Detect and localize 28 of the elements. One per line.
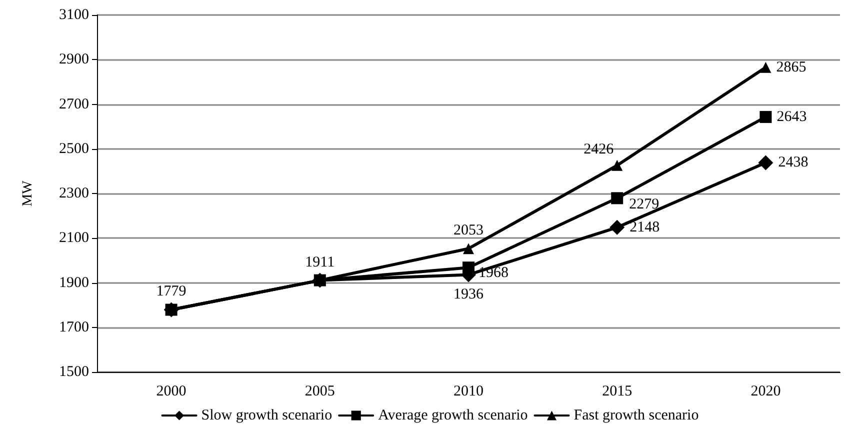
data-label: 1936 xyxy=(454,286,484,303)
y-tick-label: 2900 xyxy=(59,52,89,68)
legend-label: Fast growth scenario xyxy=(574,408,699,424)
y-tick-label: 2500 xyxy=(59,140,89,157)
data-label: 2643 xyxy=(776,108,807,125)
data-label: 1779 xyxy=(156,284,186,300)
y-tick-label: 3100 xyxy=(59,7,89,23)
data-label: 2865 xyxy=(776,59,806,76)
y-tick-label: 2300 xyxy=(59,186,89,202)
y-tick-label: 2100 xyxy=(59,230,89,246)
data-label: 2426 xyxy=(584,141,614,158)
data-label: 1911 xyxy=(305,254,335,270)
y-tick-label: 2700 xyxy=(59,96,89,112)
x-tick-label: 2000 xyxy=(156,384,186,400)
data-label: 2148 xyxy=(630,219,660,236)
data-label: 2053 xyxy=(454,222,484,239)
x-tick-label: 2015 xyxy=(602,384,632,400)
y-axis-title: MW xyxy=(20,180,36,206)
y-tick-label: 1700 xyxy=(59,319,89,336)
x-tick-label: 2020 xyxy=(750,384,781,400)
x-tick-label: 2005 xyxy=(304,384,335,400)
legend-label: Average growth scenario xyxy=(378,408,528,424)
y-tick-label: 1900 xyxy=(59,274,89,291)
x-tick-label: 2010 xyxy=(454,384,484,400)
y-tick-label: 1500 xyxy=(59,364,89,380)
data-label: 2438 xyxy=(778,154,808,171)
legend-label: Slow growth scenario xyxy=(201,408,332,424)
data-label: 2279 xyxy=(629,196,660,213)
